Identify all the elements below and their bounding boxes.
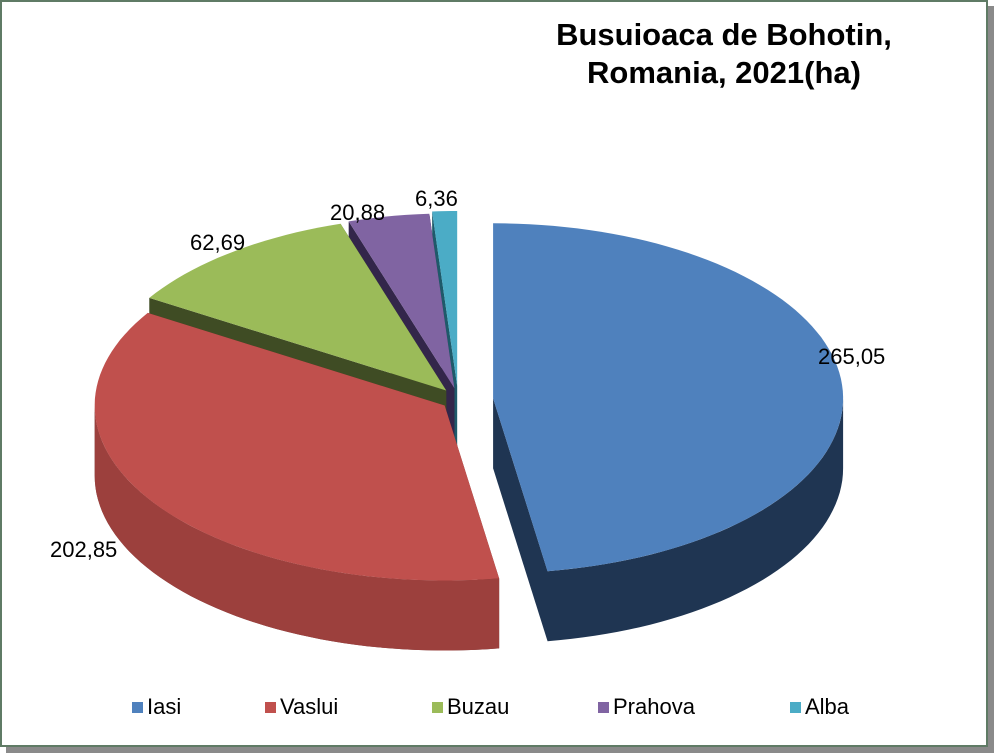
chart-title-line-1: Busuioaca de Bohotin,	[556, 17, 892, 52]
legend-label-buzau: Buzau	[447, 694, 510, 719]
legend-swatch-iasi	[132, 701, 143, 713]
legend-item-alba: Alba	[790, 692, 849, 722]
legend-swatch-vaslui	[265, 701, 276, 713]
legend-label-alba: Alba	[805, 694, 850, 719]
legend-swatch-prahova	[598, 701, 609, 713]
data-label-vaslui: 202,85	[50, 537, 118, 562]
legend-item-vaslui: Vaslui	[265, 692, 338, 722]
data-label-prahova: 20,88	[330, 200, 386, 225]
legend-label-prahova: Prahova	[613, 694, 695, 719]
legend-swatch-alba	[790, 701, 801, 713]
chart-title-line-2: Romania, 2021(ha)	[587, 55, 861, 90]
legend-swatch-buzau	[432, 701, 443, 713]
legend-label-vaslui: Vaslui	[280, 694, 339, 719]
data-label-buzau: 62,69	[190, 230, 246, 255]
pie-slice-vaslui	[94, 312, 500, 651]
data-label-iasi: 265,05	[818, 344, 886, 369]
legend-label-iasi: Iasi	[147, 694, 182, 719]
legend-item-iasi: Iasi	[132, 692, 181, 722]
legend-item-prahova: Prahova	[598, 692, 695, 722]
pie-slice-iasi	[493, 223, 844, 642]
legend-item-buzau: Buzau	[432, 692, 509, 722]
chart-title: Busuioaca de Bohotin, Romania, 2021(ha)	[514, 16, 934, 92]
data-label-alba: 6,36	[415, 186, 458, 211]
